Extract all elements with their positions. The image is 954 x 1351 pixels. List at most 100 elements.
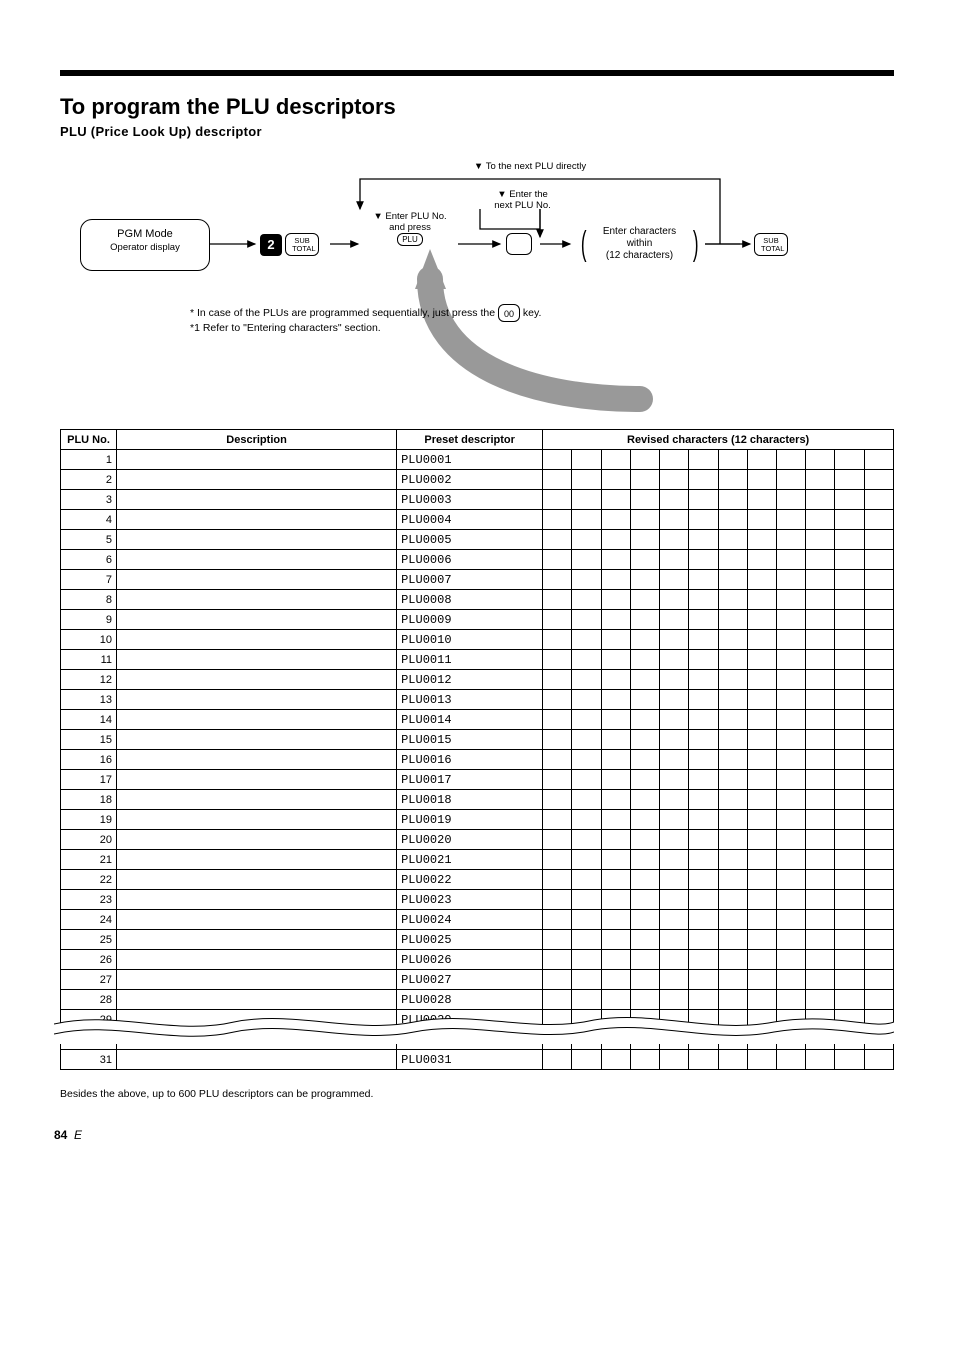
- cell-char[interactable]: [601, 650, 630, 670]
- cell-char[interactable]: [835, 470, 864, 490]
- cell-char[interactable]: [718, 970, 747, 990]
- cell-char[interactable]: [689, 990, 718, 1010]
- cell-char[interactable]: [601, 550, 630, 570]
- cell-char[interactable]: [630, 910, 659, 930]
- cell-char[interactable]: [806, 510, 835, 530]
- cell-char[interactable]: [776, 450, 805, 470]
- cell-char[interactable]: [601, 910, 630, 930]
- cell-char[interactable]: [835, 610, 864, 630]
- cell-char[interactable]: [572, 770, 601, 790]
- cell-char[interactable]: [718, 1010, 747, 1030]
- cell-char[interactable]: [572, 730, 601, 750]
- cell-char[interactable]: [543, 490, 572, 510]
- cell-char[interactable]: [689, 550, 718, 570]
- cell-char[interactable]: [864, 510, 893, 530]
- cell-char[interactable]: [747, 810, 776, 830]
- cell-char[interactable]: [718, 810, 747, 830]
- cell-char[interactable]: [630, 1010, 659, 1030]
- cell-char[interactable]: [747, 470, 776, 490]
- cell-char[interactable]: [718, 890, 747, 910]
- cell-char[interactable]: [660, 850, 689, 870]
- cell-char[interactable]: [630, 890, 659, 910]
- cell-char[interactable]: [835, 790, 864, 810]
- cell-char[interactable]: [630, 850, 659, 870]
- cell-char[interactable]: [601, 750, 630, 770]
- cell-char[interactable]: [543, 470, 572, 490]
- cell-char[interactable]: [572, 710, 601, 730]
- cell-char[interactable]: [806, 1010, 835, 1030]
- cell-char[interactable]: [835, 990, 864, 1010]
- cell-char[interactable]: [776, 950, 805, 970]
- cell-char[interactable]: [689, 870, 718, 890]
- cell-char[interactable]: [718, 730, 747, 750]
- cell-char[interactable]: [689, 890, 718, 910]
- cell-char[interactable]: [747, 610, 776, 630]
- cell-char[interactable]: [689, 470, 718, 490]
- cell-char[interactable]: [601, 790, 630, 810]
- cell-char[interactable]: [776, 730, 805, 750]
- cell-description[interactable]: [117, 930, 397, 950]
- cell-char[interactable]: [601, 570, 630, 590]
- cell-char[interactable]: [543, 670, 572, 690]
- cell-char[interactable]: [543, 770, 572, 790]
- cell-char[interactable]: [543, 610, 572, 630]
- cell-char[interactable]: [776, 990, 805, 1010]
- cell-description[interactable]: [117, 750, 397, 770]
- cell-char[interactable]: [660, 750, 689, 770]
- cell-char[interactable]: [747, 850, 776, 870]
- cell-char[interactable]: [572, 690, 601, 710]
- cell-description[interactable]: [117, 850, 397, 870]
- cell-char[interactable]: [660, 450, 689, 470]
- cell-description[interactable]: [117, 950, 397, 970]
- cell-char[interactable]: [689, 930, 718, 950]
- cell-char[interactable]: [689, 610, 718, 630]
- cell-char[interactable]: [601, 610, 630, 630]
- cell-char[interactable]: [630, 870, 659, 890]
- cell-description[interactable]: [117, 490, 397, 510]
- cell-char[interactable]: [806, 870, 835, 890]
- cell-char[interactable]: [835, 950, 864, 970]
- cell-char[interactable]: [689, 510, 718, 530]
- cell-char[interactable]: [601, 1030, 630, 1050]
- key-subtotal-1[interactable]: SUB TOTAL: [285, 233, 319, 256]
- cell-char[interactable]: [660, 570, 689, 590]
- cell-char[interactable]: [835, 730, 864, 750]
- cell-char[interactable]: [806, 970, 835, 990]
- cell-char[interactable]: [572, 1030, 601, 1050]
- cell-char[interactable]: [543, 790, 572, 810]
- cell-char[interactable]: [689, 570, 718, 590]
- cell-char[interactable]: [660, 530, 689, 550]
- cell-char[interactable]: [747, 750, 776, 770]
- cell-char[interactable]: [660, 770, 689, 790]
- cell-char[interactable]: [543, 710, 572, 730]
- cell-char[interactable]: [806, 630, 835, 650]
- cell-char[interactable]: [747, 1030, 776, 1050]
- cell-char[interactable]: [776, 690, 805, 710]
- cell-char[interactable]: [543, 730, 572, 750]
- cell-char[interactable]: [630, 630, 659, 650]
- cell-char[interactable]: [630, 750, 659, 770]
- cell-char[interactable]: [660, 650, 689, 670]
- cell-char[interactable]: [806, 730, 835, 750]
- cell-char[interactable]: [718, 470, 747, 490]
- cell-char[interactable]: [689, 530, 718, 550]
- cell-char[interactable]: [660, 710, 689, 730]
- cell-char[interactable]: [718, 710, 747, 730]
- cell-char[interactable]: [630, 830, 659, 850]
- cell-char[interactable]: [601, 690, 630, 710]
- cell-char[interactable]: [718, 570, 747, 590]
- cell-char[interactable]: [835, 930, 864, 950]
- cell-char[interactable]: [601, 830, 630, 850]
- cell-description[interactable]: [117, 570, 397, 590]
- cell-char[interactable]: [864, 690, 893, 710]
- cell-description[interactable]: [117, 590, 397, 610]
- cell-char[interactable]: [601, 510, 630, 530]
- cell-char[interactable]: [747, 550, 776, 570]
- cell-char[interactable]: [660, 690, 689, 710]
- cell-char[interactable]: [718, 750, 747, 770]
- cell-char[interactable]: [601, 950, 630, 970]
- cell-char[interactable]: [835, 1050, 864, 1070]
- cell-char[interactable]: [572, 450, 601, 470]
- cell-char[interactable]: [806, 490, 835, 510]
- cell-char[interactable]: [660, 870, 689, 890]
